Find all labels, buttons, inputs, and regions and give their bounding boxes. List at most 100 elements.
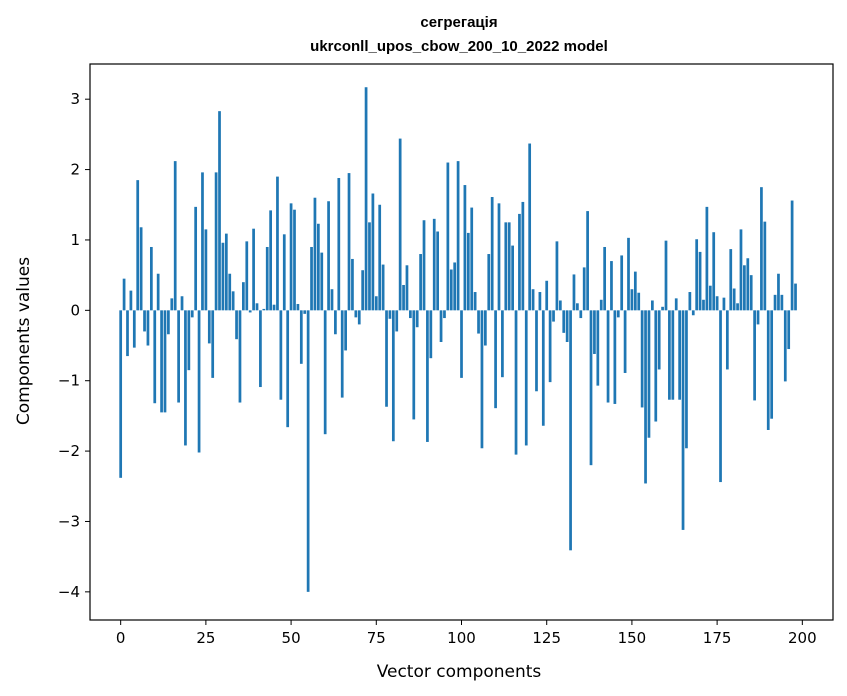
chart-title: сегрегація bbox=[420, 14, 497, 31]
bar-115 bbox=[511, 245, 514, 311]
bar-29 bbox=[218, 111, 221, 311]
bar-146 bbox=[616, 310, 620, 318]
plot-frame bbox=[89, 63, 834, 621]
bar-75 bbox=[374, 296, 378, 311]
bar-46 bbox=[276, 176, 279, 311]
bar-73 bbox=[368, 222, 371, 311]
bar-33 bbox=[231, 291, 235, 311]
x-tick-label-150: 150 bbox=[618, 629, 647, 647]
bar-27 bbox=[211, 310, 215, 378]
y-tick-label-3: 3 bbox=[70, 90, 80, 108]
bar-41 bbox=[259, 310, 262, 388]
bar-103 bbox=[470, 207, 474, 311]
bar-81 bbox=[395, 310, 399, 332]
bar-90 bbox=[426, 310, 429, 442]
bar-70 bbox=[357, 310, 361, 325]
bar-186 bbox=[753, 310, 756, 401]
bar-18 bbox=[180, 296, 184, 311]
bar-140 bbox=[596, 310, 600, 386]
x-axis: 0 25 50 75 100 125 150 175 200 bbox=[116, 620, 817, 647]
bar-138 bbox=[589, 310, 593, 466]
bar-91 bbox=[429, 310, 433, 359]
bar-197 bbox=[790, 200, 794, 311]
bar-160 bbox=[664, 240, 668, 311]
bar-68 bbox=[351, 258, 354, 311]
bar-86 bbox=[412, 310, 416, 420]
bar-104 bbox=[473, 292, 477, 311]
bar-101 bbox=[463, 185, 467, 311]
bar-53 bbox=[299, 310, 303, 364]
bar-109 bbox=[490, 197, 494, 311]
bar-189 bbox=[763, 221, 767, 311]
bar-61 bbox=[327, 201, 330, 311]
x-tick-label-0: 0 bbox=[116, 629, 126, 647]
bar-121 bbox=[531, 289, 535, 311]
bar-30 bbox=[221, 242, 225, 311]
bar-180 bbox=[732, 288, 736, 311]
bar-165 bbox=[681, 310, 685, 530]
bar-99 bbox=[456, 161, 460, 311]
bar-96 bbox=[446, 162, 450, 311]
x-tick-label-200: 200 bbox=[788, 629, 817, 647]
bar-78 bbox=[385, 310, 388, 407]
bar-170 bbox=[698, 251, 702, 311]
bar-72 bbox=[364, 87, 368, 311]
bar-1 bbox=[122, 278, 126, 311]
x-axis-label: Vector components bbox=[377, 662, 542, 682]
bar-122 bbox=[535, 310, 538, 392]
bar-106 bbox=[480, 310, 484, 449]
bar-153 bbox=[640, 310, 644, 408]
bar-38 bbox=[248, 310, 252, 313]
bar-175 bbox=[715, 296, 719, 311]
bar-11 bbox=[156, 273, 160, 311]
bar-2 bbox=[126, 310, 129, 357]
bar-57 bbox=[313, 197, 317, 311]
bar-9 bbox=[149, 246, 153, 311]
chart-subtitle: ukrconll_upos_cbow_200_10_2022 model bbox=[310, 38, 608, 55]
bar-172 bbox=[705, 206, 709, 311]
bar-42 bbox=[262, 308, 266, 311]
bar-136 bbox=[582, 267, 586, 311]
bar-143 bbox=[606, 310, 610, 403]
bar-135 bbox=[579, 310, 583, 319]
x-tick-label-175: 175 bbox=[703, 629, 732, 647]
bar-129 bbox=[558, 300, 562, 311]
bar-151 bbox=[633, 271, 637, 311]
bar-19 bbox=[184, 310, 187, 446]
bar-63 bbox=[334, 310, 337, 335]
bars-group bbox=[119, 87, 797, 592]
bar-34 bbox=[235, 310, 238, 340]
bar-17 bbox=[177, 310, 180, 403]
bar-139 bbox=[593, 310, 596, 354]
bar-22 bbox=[194, 206, 198, 311]
bar-55 bbox=[306, 310, 310, 592]
bar-108 bbox=[487, 254, 491, 311]
bar-3 bbox=[129, 290, 133, 311]
x-tick-label-50: 50 bbox=[282, 629, 301, 647]
bar-6 bbox=[139, 227, 143, 311]
bar-80 bbox=[391, 310, 395, 442]
bar-12 bbox=[160, 310, 163, 413]
bar-191 bbox=[770, 310, 774, 419]
bar-51 bbox=[293, 209, 296, 311]
bar-179 bbox=[729, 249, 733, 311]
bar-118 bbox=[521, 201, 525, 311]
bar-44 bbox=[269, 210, 272, 311]
bar-178 bbox=[725, 310, 729, 370]
bar-31 bbox=[224, 233, 228, 311]
bar-49 bbox=[286, 310, 290, 428]
bar-79 bbox=[388, 310, 392, 319]
bar-196 bbox=[787, 310, 791, 350]
bar-71 bbox=[361, 270, 365, 311]
bar-177 bbox=[722, 297, 726, 311]
x-tick-label-75: 75 bbox=[367, 629, 386, 647]
bar-120 bbox=[528, 143, 532, 311]
bar-74 bbox=[371, 193, 375, 311]
x-tick-label-100: 100 bbox=[447, 629, 476, 647]
bar-112 bbox=[501, 310, 504, 378]
bar-114 bbox=[507, 222, 511, 311]
bar-8 bbox=[146, 310, 150, 346]
bar-198 bbox=[794, 283, 797, 311]
bar-195 bbox=[783, 310, 787, 382]
